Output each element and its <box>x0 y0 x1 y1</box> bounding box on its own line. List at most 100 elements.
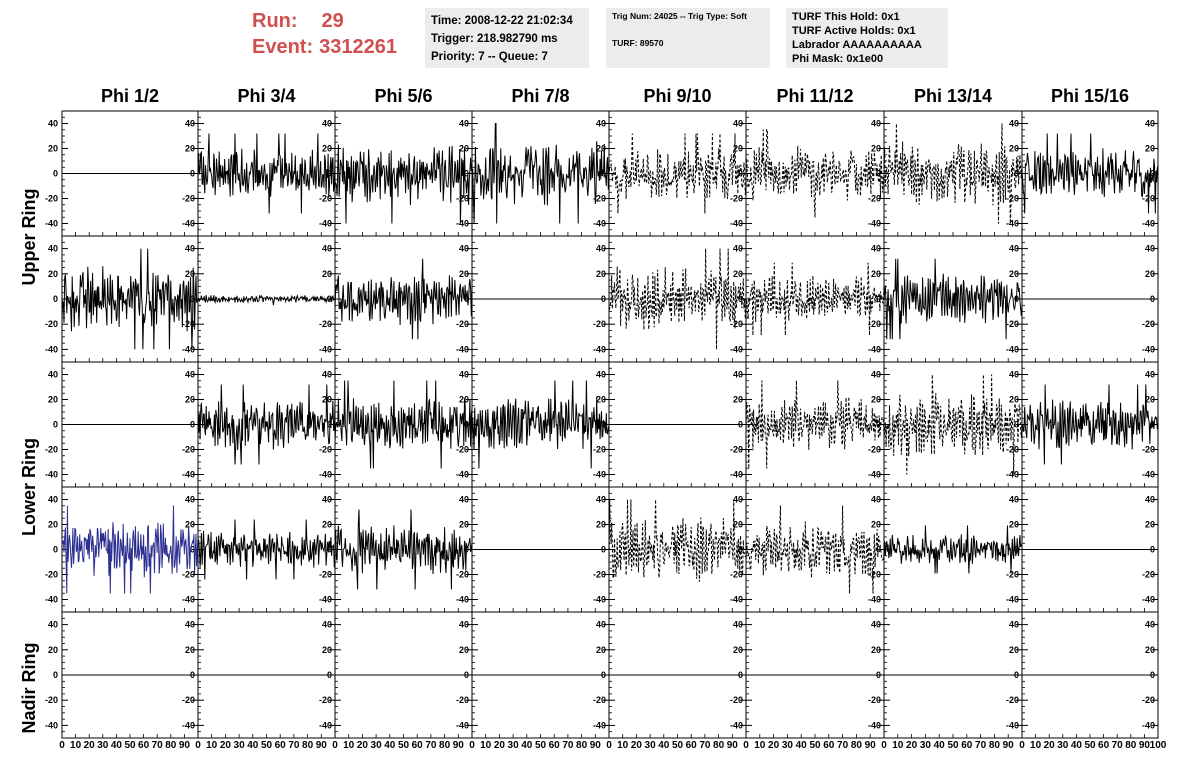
y-tick-label: 40 <box>459 495 469 505</box>
y-tick-label: -40 <box>45 219 58 229</box>
col-header-phi-15-16: Phi 15/16 <box>1050 86 1130 106</box>
x-tick-label: 50 <box>672 740 684 751</box>
y-tick-label: -40 <box>730 219 743 229</box>
y-tick-label: 40 <box>1009 370 1019 380</box>
x-tick-label: 70 <box>837 740 849 751</box>
y-tick-label: -40 <box>456 470 469 480</box>
x-tick-label: 60 <box>549 740 561 751</box>
y-tick-label: -40 <box>182 720 195 730</box>
waveform-trace <box>197 294 336 306</box>
y-tick-label: 20 <box>871 395 881 405</box>
x-tick-label: 70 <box>699 740 711 751</box>
x-tick-label: 70 <box>562 740 574 751</box>
y-tick-label: -20 <box>45 445 58 455</box>
y-tick-label: 20 <box>1009 269 1019 279</box>
x-tick-label: 80 <box>165 740 177 751</box>
y-tick-label: 40 <box>48 495 58 505</box>
waveform-trace <box>471 380 610 469</box>
y-tick-label: 40 <box>733 370 743 380</box>
x-tick-label: 10 <box>206 740 218 751</box>
y-tick-label: -40 <box>45 344 58 354</box>
y-tick-label: 20 <box>1145 395 1155 405</box>
y-tick-label: -20 <box>593 194 606 204</box>
y-tick-label: 40 <box>871 370 881 380</box>
y-tick-label: -40 <box>456 344 469 354</box>
x-tick-label: 60 <box>961 740 973 751</box>
x-tick-label: 90 <box>865 740 877 751</box>
waveform-trace <box>197 519 336 580</box>
y-tick-label: 20 <box>185 269 195 279</box>
y-tick-label: 40 <box>733 495 743 505</box>
y-tick-label: 20 <box>733 520 743 530</box>
x-tick-label: 50 <box>124 740 136 751</box>
y-tick-label: 20 <box>733 395 743 405</box>
y-tick-label: -20 <box>1142 319 1155 329</box>
y-tick-label: 40 <box>1009 244 1019 254</box>
y-tick-label: -20 <box>182 695 195 705</box>
phi-mask-text: Phi Mask: 0x1e00 <box>792 53 884 65</box>
y-tick-label: 20 <box>48 269 58 279</box>
y-tick-label: -40 <box>1006 470 1019 480</box>
x-tick-label: 10 <box>1030 740 1042 751</box>
x-tick-label: 60 <box>1098 740 1110 751</box>
x-tick-label: 30 <box>920 740 932 751</box>
x-tick-label: 0 <box>1019 740 1025 751</box>
y-tick-label: -20 <box>182 194 195 204</box>
x-tick-label: 10 <box>343 740 355 751</box>
y-tick-label: 40 <box>1009 495 1019 505</box>
x-tick-label: 80 <box>302 740 314 751</box>
waveform-trace <box>197 384 336 465</box>
y-tick-label: 0 <box>53 545 58 555</box>
y-tick-label: 40 <box>185 370 195 380</box>
y-tick-label: 20 <box>459 645 469 655</box>
y-tick-label: 20 <box>185 645 195 655</box>
y-tick-label: -20 <box>456 445 469 455</box>
y-tick-label: 20 <box>185 144 195 154</box>
waveform-trace <box>608 133 747 214</box>
x-tick-label: 70 <box>975 740 987 751</box>
y-tick-label: 0 <box>1014 420 1019 430</box>
y-tick-label: -40 <box>1142 595 1155 605</box>
y-tick-label: -40 <box>45 470 58 480</box>
y-tick-label: 20 <box>185 520 195 530</box>
x-tick-label: 20 <box>906 740 918 751</box>
x-tick-label: 90 <box>1003 740 1015 751</box>
y-tick-label: 40 <box>1145 244 1155 254</box>
x-tick-label: 80 <box>576 740 588 751</box>
y-tick-label: 40 <box>322 244 332 254</box>
y-tick-label: 40 <box>871 495 881 505</box>
y-tick-label: 40 <box>459 370 469 380</box>
col-header-phi-13-14: Phi 13/14 <box>913 86 993 106</box>
event-label: Event: <box>252 36 314 58</box>
x-tick-label: 100 <box>1150 740 1167 751</box>
x-tick-label: 20 <box>494 740 506 751</box>
x-tick-label: 30 <box>782 740 794 751</box>
y-tick-label: -40 <box>868 470 881 480</box>
y-tick-label: 20 <box>1009 395 1019 405</box>
y-tick-label: -40 <box>1142 344 1155 354</box>
x-tick-label: 50 <box>1084 740 1096 751</box>
y-tick-label: -20 <box>319 194 332 204</box>
y-tick-label: -20 <box>45 319 58 329</box>
x-tick-label: 60 <box>275 740 287 751</box>
y-tick-label: -20 <box>593 695 606 705</box>
y-tick-label: -40 <box>593 720 606 730</box>
y-tick-label: 0 <box>464 169 469 179</box>
y-tick-label: 20 <box>596 645 606 655</box>
x-tick-label: 30 <box>97 740 109 751</box>
y-tick-label: 40 <box>596 495 606 505</box>
waveform-trace <box>745 129 885 218</box>
y-tick-label: -40 <box>319 344 332 354</box>
y-tick-label: -40 <box>1142 720 1155 730</box>
x-tick-label: 80 <box>439 740 451 751</box>
y-tick-label: 40 <box>459 244 469 254</box>
y-tick-label: -40 <box>456 219 469 229</box>
run-line: Run: 29 <box>252 8 422 34</box>
x-tick-label: 90 <box>316 740 328 751</box>
y-tick-label: -20 <box>1006 570 1019 580</box>
x-tick-label: 70 <box>425 740 437 751</box>
x-tick-label: 20 <box>357 740 369 751</box>
y-tick-label: -20 <box>1006 194 1019 204</box>
y-tick-label: 40 <box>733 119 743 129</box>
y-tick-label: 20 <box>185 395 195 405</box>
